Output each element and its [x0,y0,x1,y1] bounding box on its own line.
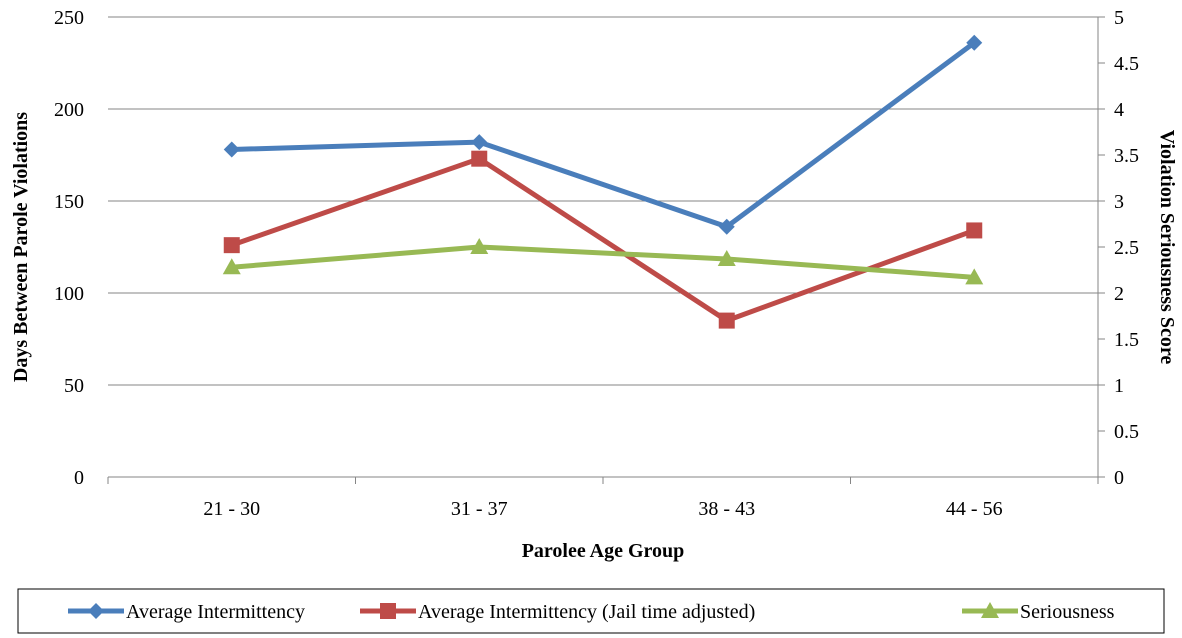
series-line [229,156,977,324]
square-marker [380,603,396,619]
left-tick-label: 100 [54,283,84,305]
series-line [229,244,977,280]
legend-label: Average Intermittency (Jail time adjuste… [418,601,755,623]
right-tick-label: 4.5 [1114,53,1139,75]
left-axis-title: Days Between Parole Violations [10,112,32,382]
triangle-marker [717,249,736,266]
triangle-marker [981,602,999,618]
x-tick-label: 44 - 56 [946,498,1003,520]
square-marker [471,150,488,167]
right-tick-label: 2.5 [1114,237,1139,259]
right-tick-label: 3 [1114,191,1124,213]
right-tick-label: 1.5 [1114,329,1139,351]
right-tick-label: 3.5 [1114,145,1139,167]
right-tick-label: 1 [1114,375,1124,397]
diamond-marker [223,141,240,158]
legend: Average Intermittency Average Intermitten… [17,588,1165,634]
legend-item-3: Seriousness [962,601,1115,623]
diamond-marker [966,34,983,51]
gridlines [108,16,1098,386]
x-tick-label: 38 - 43 [698,498,755,520]
left-tick-label: 150 [54,191,84,213]
triangle-marker [222,258,241,275]
legend-item-2: Average Intermittency (Jail time adjuste… [360,601,755,623]
left-tick-label: 250 [54,7,84,29]
x-tick-label: 21 - 30 [203,498,260,520]
right-tick-label: 0.5 [1114,421,1139,443]
square-marker [718,312,735,329]
diamond-marker [471,134,488,151]
right-tick-label: 4 [1114,99,1124,121]
diamond-marker [718,218,735,235]
x-tick-label: 31 - 37 [451,498,508,520]
left-tick-label: 0 [74,467,84,489]
right-tick-label: 2 [1114,283,1124,305]
legend-label: Seriousness [1020,601,1115,623]
diamond-marker [88,603,104,619]
series-1 [223,34,983,235]
square-marker [223,237,240,254]
left-axis-ticks: 0 50 100 150 200 250 [54,7,84,489]
legend-label: Average Intermittency [126,601,305,623]
square-marker [966,222,983,239]
left-tick-label: 200 [54,99,84,121]
legend-item-1: Average Intermittency [68,601,305,623]
right-axis-ticks: 0 0.5 1 1.5 2 2.5 3 3.5 4 4.5 5 [1098,7,1139,489]
series-group [222,34,984,329]
series-3 [222,238,984,285]
axes [108,17,1099,478]
right-axis-title: Violation Seriousness Score [1156,130,1178,365]
right-tick-label: 5 [1114,7,1124,29]
series-2 [223,150,983,329]
triangle-marker [470,238,489,254]
series-line [229,40,977,230]
x-axis-ticks: 21 - 30 31 - 37 38 - 43 44 - 56 [107,477,1099,520]
right-tick-label: 0 [1114,467,1124,489]
triangle-marker [965,268,984,285]
left-tick-label: 50 [64,375,84,397]
x-axis-title: Parolee Age Group [522,540,685,562]
